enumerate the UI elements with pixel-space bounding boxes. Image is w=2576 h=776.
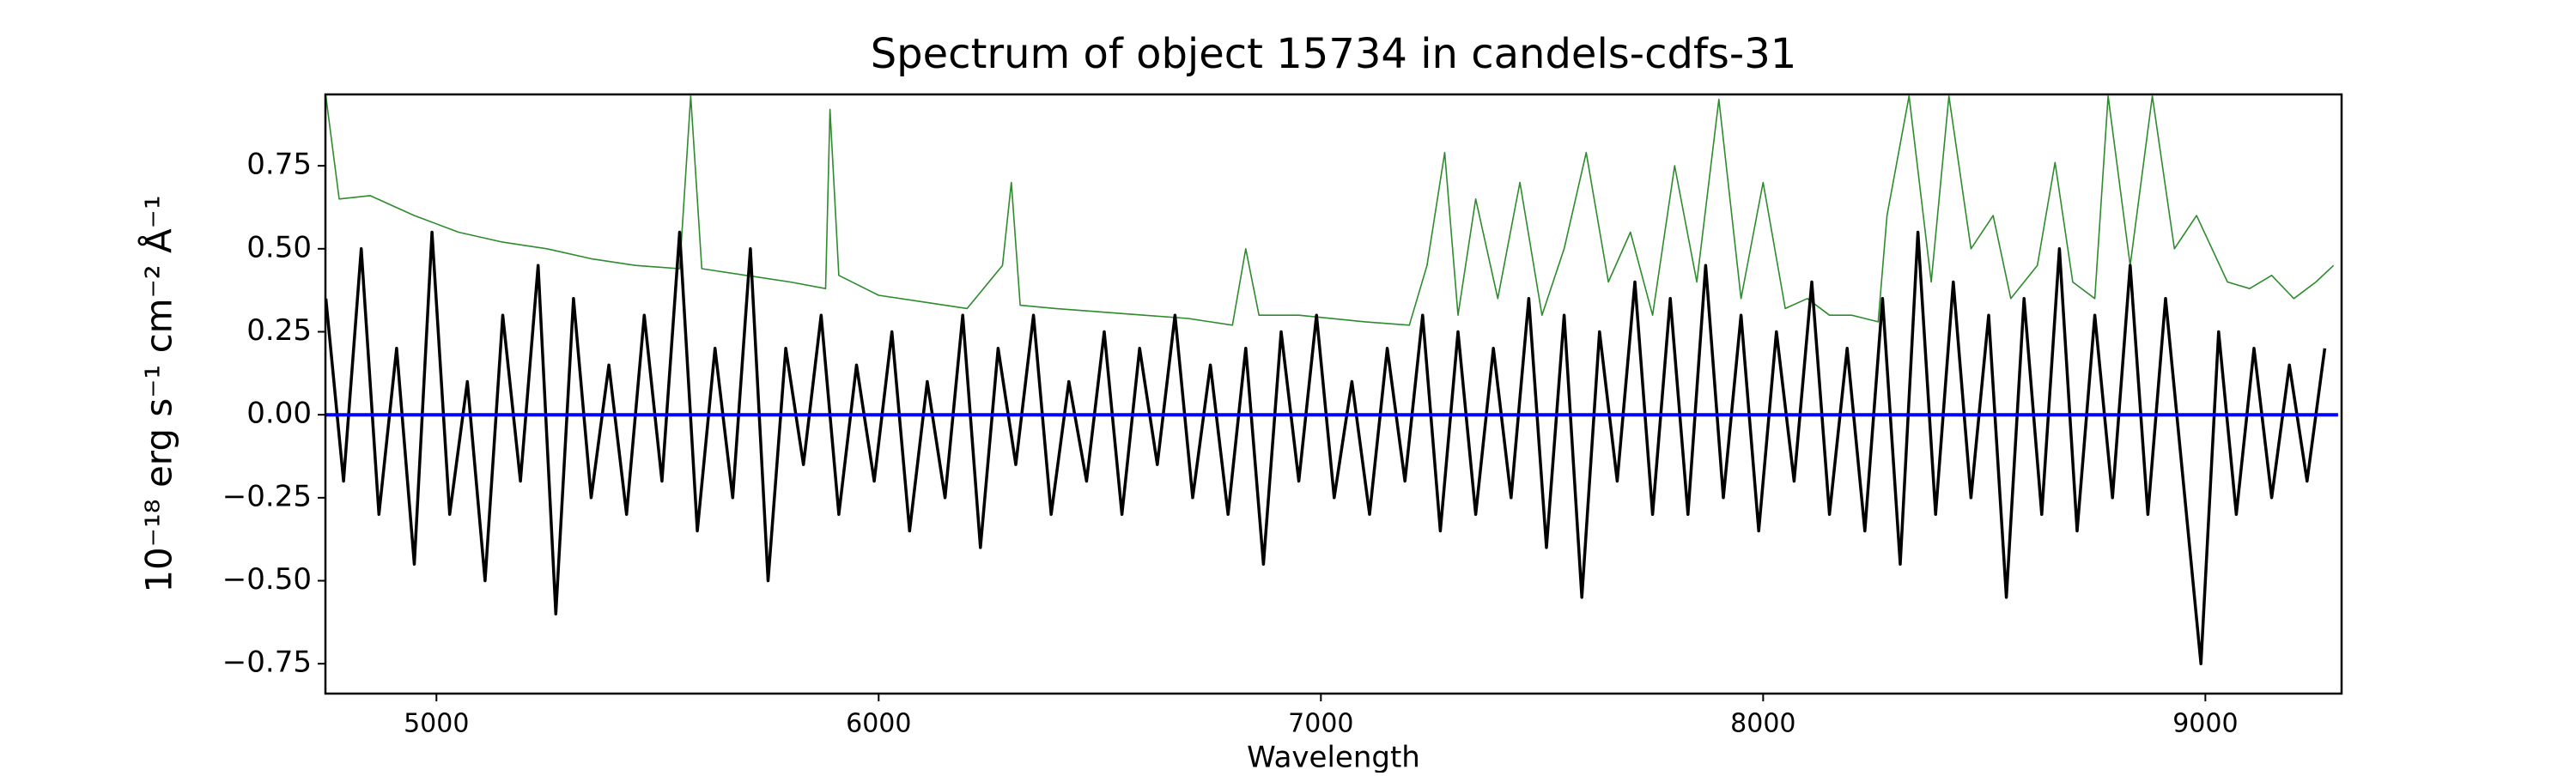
y-tick-label: −0.75: [222, 646, 312, 680]
spectrum-line: [325, 230, 2327, 665]
chart-title: Spectrum of object 15734 in candels-cdfs…: [871, 30, 1797, 78]
plot-area: [325, 95, 2338, 665]
y-tick-label: −0.25: [222, 479, 312, 513]
x-tick-label: 8000: [1730, 709, 1795, 739]
x-tick-label: 6000: [846, 709, 911, 739]
y-tick-label: 0.25: [246, 313, 312, 348]
x-tick-label: 9000: [2172, 709, 2238, 739]
x-tick-label: 7000: [1288, 709, 1353, 739]
x-tick-label: 5000: [404, 709, 469, 739]
y-tick-label: 0.75: [246, 148, 312, 182]
spectrum-line: [325, 95, 2335, 326]
y-tick-label: −0.50: [222, 562, 312, 597]
y-tick-label: 0.00: [246, 397, 312, 431]
y-axis-label: 10⁻¹⁸ erg s⁻¹ cm⁻² Å⁻¹: [137, 195, 180, 592]
x-axis-label: Wavelength: [1247, 741, 1420, 773]
y-tick-label: 0.50: [246, 230, 312, 264]
axes-frame: [324, 93, 2343, 695]
